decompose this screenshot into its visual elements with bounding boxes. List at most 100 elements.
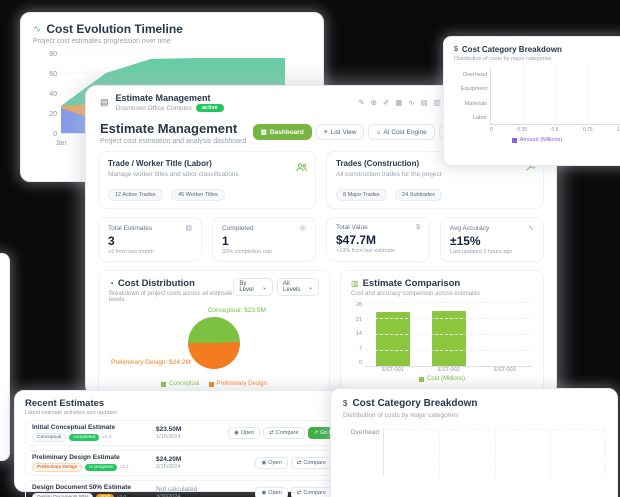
all-levels-select[interactable]: All Levels ⌄ bbox=[277, 278, 319, 296]
users-icon bbox=[296, 159, 307, 177]
page-title: Estimate Management bbox=[100, 121, 238, 136]
category-label: Overhead bbox=[350, 429, 379, 436]
chart-title: Estimate Comparison bbox=[362, 278, 461, 289]
target-icon: ◎ bbox=[299, 225, 306, 232]
by-level-select[interactable]: By Level ⌄ bbox=[233, 278, 274, 296]
compare-button[interactable]: ⇄ Compare bbox=[290, 457, 332, 469]
briefcase-icon[interactable]: ▦ bbox=[395, 98, 403, 107]
card-subtitle: All construction trades for the project bbox=[336, 171, 442, 178]
card-subtitle: Latest estimate activities and updates bbox=[25, 410, 117, 416]
card-title: Trades (Construction) bbox=[336, 159, 420, 168]
arrow-icon: ↗ bbox=[313, 430, 319, 436]
chart-subtitle: Cost and accuracy comparison across esti… bbox=[351, 291, 481, 297]
estimate-title: Design Document 50% Estimate bbox=[32, 484, 131, 491]
card-title: Cost Category Breakdown bbox=[352, 398, 478, 409]
chart-grid bbox=[490, 68, 620, 125]
level-badge: Preliminary Design bbox=[32, 463, 83, 472]
open-button[interactable]: ◉ Open bbox=[255, 487, 288, 497]
tab-dashboard[interactable]: ▥ Dashboard bbox=[252, 124, 312, 140]
pie-icon: ◔ bbox=[109, 279, 114, 288]
status-badge: active bbox=[195, 104, 224, 112]
legend-swatch bbox=[511, 137, 517, 143]
estimate-row: Preliminary Design Estimate Preliminary … bbox=[25, 450, 339, 476]
tab-list-view[interactable]: ≡ List View bbox=[315, 124, 365, 140]
y-axis: 28 21 14 7 0 bbox=[355, 302, 362, 366]
estimate-value: $24.20M bbox=[156, 456, 182, 463]
pen-icon[interactable]: ✎ bbox=[358, 98, 365, 107]
sidebar-toggle-icon[interactable]: ▤ bbox=[100, 97, 109, 107]
x-tick-jan: Jan bbox=[55, 140, 66, 147]
horizontal-bar-chart: Overhead bbox=[343, 429, 606, 476]
version-label: v2.1 bbox=[120, 465, 130, 470]
compare-icon: ⇄ bbox=[269, 430, 274, 436]
chart-grid bbox=[383, 429, 606, 476]
estimate-value: Not calculated bbox=[156, 486, 198, 493]
compare-button[interactable]: ⇄ Compare bbox=[290, 487, 332, 497]
category-label: Overhead bbox=[462, 72, 487, 79]
stat-label: Total Estimates bbox=[108, 224, 153, 232]
card-title: Cost Evolution Timeline bbox=[46, 22, 183, 36]
x-axis-ticks: 0 0.25 0.5 0.75 1 bbox=[490, 127, 620, 133]
stat-total-value: Total Value $ $47.7M +13% from last esti… bbox=[326, 217, 430, 262]
chart-subtitle: Breakdown of project costs across all es… bbox=[109, 291, 233, 303]
version-label: v1.0 bbox=[102, 435, 112, 440]
card-subtitle: Distribution of costs by major categorie… bbox=[343, 412, 459, 419]
legend-swatch bbox=[418, 376, 424, 382]
y-tick: 60 bbox=[49, 71, 57, 78]
dollar-icon: $ bbox=[454, 46, 458, 53]
page-subtitle: Project cost estimation and analysis das… bbox=[100, 138, 247, 145]
estimate-title: Initial Conceptual Estimate bbox=[32, 424, 116, 431]
trend-icon[interactable]: ∿ bbox=[408, 98, 415, 107]
badge-worker-titles: 45 Worker Titles bbox=[171, 189, 225, 201]
project-name: Downtown Office Complex bbox=[115, 104, 192, 112]
window-title: Estimate Management bbox=[115, 93, 211, 103]
cost-category-card-bottom: $ Cost Category Breakdown Distribution o… bbox=[330, 388, 618, 497]
stat-value: $47.7M bbox=[336, 233, 377, 247]
stat-total-estimates: Total Estimates ▤ 3 +2 from last month bbox=[98, 217, 202, 262]
dollar-icon: $ bbox=[416, 224, 420, 231]
card-title: Trade / Worker Title (Labor) bbox=[108, 159, 212, 168]
stat-note: 33% completion rate bbox=[222, 249, 273, 255]
card-title: Cost Category Breakdown bbox=[461, 45, 562, 54]
estimate-row: Initial Conceptual Estimate Conceptual c… bbox=[25, 420, 363, 446]
chevron-down-icon: ⌄ bbox=[307, 284, 313, 291]
activity-icon: ∿ bbox=[528, 225, 534, 232]
target-icon[interactable]: ⊕ bbox=[370, 98, 377, 107]
compare-icon: ⇄ bbox=[296, 460, 302, 466]
dollar-icon: $ bbox=[343, 399, 348, 408]
file-icon[interactable]: ▤ bbox=[420, 98, 428, 107]
status-badge: in progress bbox=[85, 464, 117, 471]
stat-note: +13% from last estimate bbox=[336, 248, 396, 254]
category-label: Equipment bbox=[460, 86, 487, 93]
estimate-date: 1/15/2024 bbox=[156, 434, 181, 440]
estimate-date: 3/30/2024 bbox=[156, 494, 181, 497]
cost-distribution-card: ◔ Cost Distribution Breakdown of project… bbox=[98, 270, 330, 404]
compare-button[interactable]: ⇄ Compare bbox=[263, 427, 305, 439]
pie-legend: Conceptual Preliminary Design bbox=[109, 381, 319, 387]
stat-note: Last updated 2 hours ago bbox=[450, 249, 513, 255]
offscreen-card-edge bbox=[0, 253, 10, 461]
engine-icon: ⌂ bbox=[376, 128, 381, 136]
stat-label: Avg Accuracy bbox=[450, 224, 490, 232]
open-button[interactable]: ◉ Open bbox=[255, 457, 288, 469]
chart-legend: Amount (Millions) bbox=[454, 137, 620, 143]
estimate-title: Preliminary Design Estimate bbox=[32, 454, 120, 461]
card-title: Recent Estimates bbox=[25, 398, 105, 409]
y-tick: 80 bbox=[49, 51, 57, 58]
wrench-icon[interactable]: ✐ bbox=[382, 98, 390, 107]
open-button[interactable]: ◉ Open bbox=[228, 427, 261, 439]
status-badge: completed bbox=[69, 434, 100, 441]
tab-ai-cost-engine[interactable]: ⌂ AI Cost Engine bbox=[368, 124, 435, 140]
pie-chart bbox=[188, 317, 240, 369]
bar-est-001 bbox=[375, 312, 411, 366]
report-icon[interactable]: ▥ bbox=[433, 98, 441, 107]
eye-icon: ◉ bbox=[234, 430, 239, 436]
pie-label-preliminary: Preliminary Design: $24.2M bbox=[111, 359, 191, 366]
y-tick: 20 bbox=[49, 111, 57, 118]
file-icon: ▤ bbox=[185, 225, 192, 232]
card-subtitle: Distribution of costs by major categorie… bbox=[454, 56, 552, 62]
badge-major-trades: 8 Major Trades bbox=[336, 189, 387, 201]
stat-note: +2 from last month bbox=[108, 249, 154, 255]
labor-trades-card: Trade / Worker Title (Labor) Manage work… bbox=[98, 151, 316, 209]
